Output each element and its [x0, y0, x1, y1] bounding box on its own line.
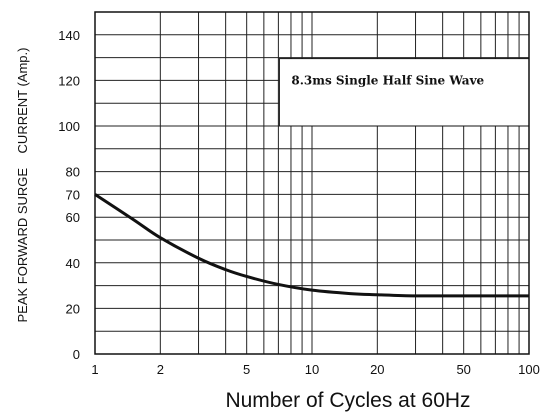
x-tick-labels: 1 2 5 10 20 50 100 [91, 362, 539, 377]
y-tick-label: 60 [66, 210, 80, 225]
y-axis-label: PEAK FORWARD SURGE CURRENT (Amp.) [15, 48, 30, 323]
x-tick-label: 10 [305, 362, 319, 377]
y-tick-label: 100 [58, 119, 80, 134]
series-curve [94, 193, 529, 298]
x-tick-label: 20 [370, 362, 384, 377]
y-tick-label: 70 [66, 187, 80, 202]
x-tick-label: 100 [518, 362, 540, 377]
y-tick-label: 140 [58, 28, 80, 43]
y-tick-labels: 0 20 40 60 70 80 100 120 140 [58, 28, 80, 362]
x-axis-label: Number of Cycles at 60Hz [225, 389, 470, 412]
annotation-text: 8.3ms Single Half Sine Wave [291, 73, 484, 87]
y-tick-label: 80 [66, 165, 80, 180]
x-tick-label: 5 [243, 362, 250, 377]
annotation-box [278, 58, 530, 127]
y-tick-label: 0 [73, 347, 80, 362]
x-tick-label: 50 [456, 362, 470, 377]
x-tick-label: 1 [91, 362, 98, 377]
y-tick-label: 120 [58, 73, 80, 88]
plot-frame [94, 11, 530, 355]
y-tick-label: 40 [66, 256, 80, 271]
y-tick-label: 20 [66, 301, 80, 316]
x-tick-label: 2 [157, 362, 164, 377]
